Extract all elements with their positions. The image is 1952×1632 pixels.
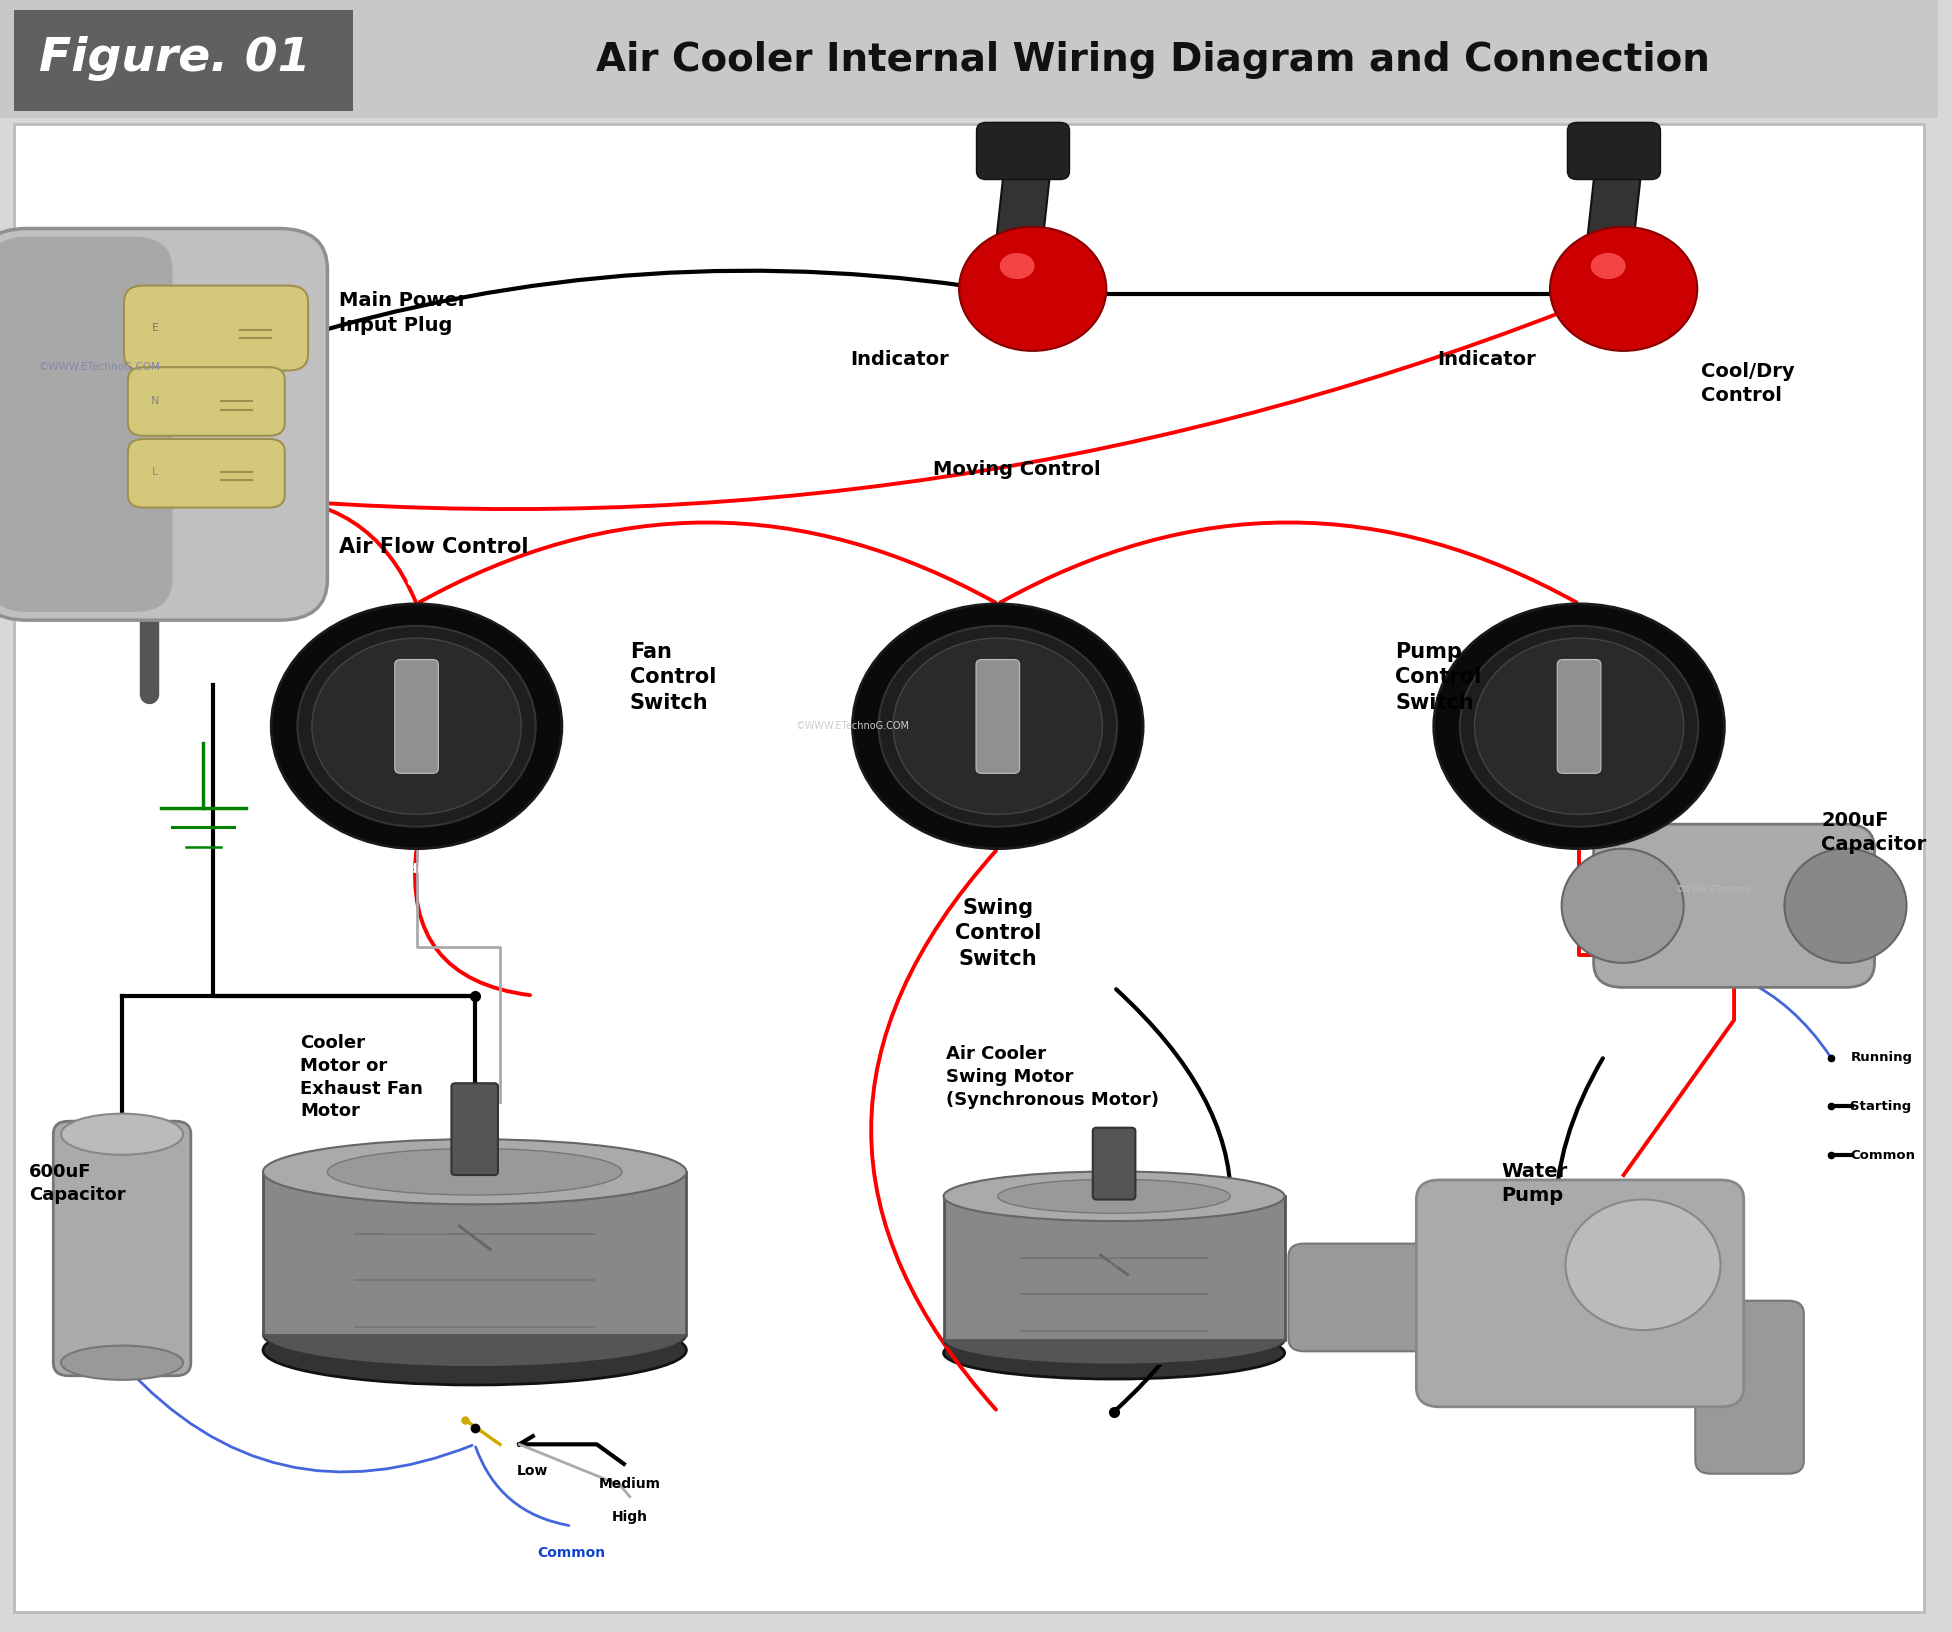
Text: ©WWW.ETechnoG.COM: ©WWW.ETechnoG.COM bbox=[796, 721, 910, 731]
Text: Indicator: Indicator bbox=[1439, 349, 1536, 369]
Ellipse shape bbox=[61, 1345, 183, 1381]
FancyBboxPatch shape bbox=[0, 228, 328, 620]
FancyBboxPatch shape bbox=[0, 0, 1938, 118]
Text: Low: Low bbox=[228, 720, 254, 733]
Text: Air Flow Control: Air Flow Control bbox=[340, 537, 529, 557]
FancyBboxPatch shape bbox=[1567, 122, 1661, 180]
Circle shape bbox=[1550, 227, 1698, 351]
Text: Common: Common bbox=[537, 1546, 605, 1560]
FancyBboxPatch shape bbox=[14, 10, 353, 111]
Ellipse shape bbox=[1562, 849, 1685, 963]
Text: Cool/Dry
Control: Cool/Dry Control bbox=[1700, 362, 1794, 405]
FancyBboxPatch shape bbox=[1593, 824, 1874, 987]
Ellipse shape bbox=[943, 1172, 1284, 1221]
Circle shape bbox=[1460, 625, 1698, 826]
Text: 600uF
Capacitor: 600uF Capacitor bbox=[29, 1162, 125, 1204]
Ellipse shape bbox=[943, 1327, 1284, 1379]
FancyBboxPatch shape bbox=[394, 659, 439, 774]
Text: Air Cooler
Swing Motor
(Synchronous Motor): Air Cooler Swing Motor (Synchronous Moto… bbox=[945, 1044, 1158, 1110]
Ellipse shape bbox=[264, 1315, 687, 1386]
FancyBboxPatch shape bbox=[129, 367, 285, 436]
Text: Running: Running bbox=[1850, 1051, 1913, 1064]
Circle shape bbox=[853, 604, 1144, 849]
Ellipse shape bbox=[264, 1302, 687, 1368]
FancyBboxPatch shape bbox=[53, 1121, 191, 1376]
Circle shape bbox=[958, 227, 1107, 351]
FancyBboxPatch shape bbox=[1696, 1301, 1804, 1474]
Text: 200uF
Capacitor: 200uF Capacitor bbox=[1821, 811, 1927, 854]
FancyBboxPatch shape bbox=[1288, 1244, 1464, 1351]
Text: Medium: Medium bbox=[390, 863, 443, 876]
Circle shape bbox=[297, 625, 535, 826]
FancyBboxPatch shape bbox=[1417, 1180, 1743, 1407]
Text: On: On bbox=[1741, 720, 1761, 733]
Text: On: On bbox=[1161, 720, 1179, 733]
Text: Cooler
Motor or
Exhaust Fan
Motor: Cooler Motor or Exhaust Fan Motor bbox=[301, 1033, 424, 1121]
Ellipse shape bbox=[999, 253, 1035, 279]
Text: ©WWW.ETechnoG.COM: ©WWW.ETechnoG.COM bbox=[1540, 1342, 1630, 1351]
Circle shape bbox=[271, 604, 562, 849]
Text: Medium: Medium bbox=[599, 1477, 660, 1492]
Circle shape bbox=[1435, 604, 1724, 849]
Ellipse shape bbox=[61, 1113, 183, 1155]
FancyBboxPatch shape bbox=[1093, 1128, 1136, 1200]
FancyBboxPatch shape bbox=[129, 439, 285, 508]
Ellipse shape bbox=[1591, 253, 1626, 279]
Circle shape bbox=[894, 638, 1103, 814]
Text: Main Power
Input Plug: Main Power Input Plug bbox=[340, 292, 467, 335]
Circle shape bbox=[312, 638, 521, 814]
Text: Moving Control: Moving Control bbox=[933, 460, 1101, 480]
FancyBboxPatch shape bbox=[264, 1172, 687, 1335]
Text: Common: Common bbox=[1850, 1149, 1915, 1162]
Polygon shape bbox=[994, 155, 1052, 261]
Text: E: E bbox=[152, 323, 158, 333]
Text: Indicator: Indicator bbox=[851, 349, 949, 369]
Text: Fan
Control
Switch: Fan Control Switch bbox=[630, 641, 716, 713]
FancyBboxPatch shape bbox=[125, 286, 308, 370]
Text: Off: Off bbox=[406, 576, 427, 589]
FancyBboxPatch shape bbox=[976, 659, 1019, 774]
FancyBboxPatch shape bbox=[451, 1084, 498, 1175]
Text: ©WWW.ETechnoG.COM: ©WWW.ETechnoG.COM bbox=[39, 362, 160, 372]
Text: WWW.ETechnoG.COM: WWW.ETechnoG.COM bbox=[1074, 1260, 1156, 1270]
Text: Off: Off bbox=[1569, 576, 1589, 589]
Ellipse shape bbox=[328, 1149, 623, 1195]
Text: N: N bbox=[150, 397, 160, 406]
Text: L: L bbox=[152, 467, 158, 477]
Ellipse shape bbox=[264, 1139, 687, 1204]
Text: Starting: Starting bbox=[1850, 1100, 1911, 1113]
Text: Water
Pump: Water Pump bbox=[1501, 1162, 1567, 1204]
Circle shape bbox=[878, 625, 1117, 826]
Text: Figure. 01: Figure. 01 bbox=[39, 36, 310, 82]
Text: Air Cooler Internal Wiring Diagram and Connection: Air Cooler Internal Wiring Diagram and C… bbox=[595, 41, 1710, 80]
FancyBboxPatch shape bbox=[943, 1196, 1284, 1340]
Text: High: High bbox=[611, 1510, 648, 1524]
Ellipse shape bbox=[943, 1315, 1284, 1364]
Ellipse shape bbox=[997, 1180, 1230, 1213]
Circle shape bbox=[1566, 1200, 1720, 1330]
FancyBboxPatch shape bbox=[1558, 659, 1601, 774]
Text: ©WWW.ETechnoG..: ©WWW.ETechnoG.. bbox=[1677, 885, 1757, 894]
Ellipse shape bbox=[1784, 849, 1907, 963]
Text: Low: Low bbox=[517, 1464, 549, 1479]
FancyBboxPatch shape bbox=[0, 237, 172, 612]
Text: Off: Off bbox=[988, 576, 1007, 589]
FancyBboxPatch shape bbox=[14, 124, 1925, 1612]
Circle shape bbox=[1474, 638, 1685, 814]
Text: MOVTechG.EWWW: MOVTechG.EWWW bbox=[385, 1229, 449, 1235]
Text: Pump
Control
Switch: Pump Control Switch bbox=[1396, 641, 1482, 713]
FancyBboxPatch shape bbox=[976, 122, 1070, 180]
Text: Swing
Control
Switch: Swing Control Switch bbox=[955, 898, 1040, 969]
Text: High: High bbox=[580, 720, 609, 733]
Polygon shape bbox=[1585, 155, 1644, 261]
